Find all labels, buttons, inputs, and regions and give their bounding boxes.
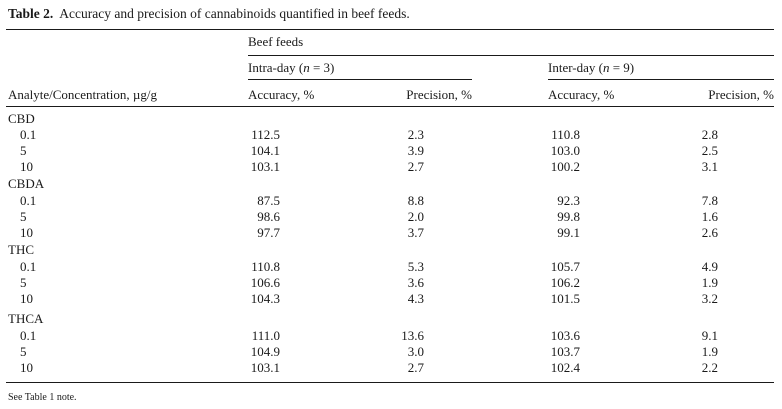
inter-accuracy-cell: 103.0 (550, 143, 580, 158)
inter-accuracy-cell: 99.8 (557, 209, 580, 224)
inter-precision-cell: 7.8 (701, 193, 718, 208)
conc-cell: 10 (20, 225, 33, 240)
inter-day-header: Inter-day (n = 9) (548, 60, 635, 75)
intra-accuracy-cell: 98.6 (257, 209, 280, 224)
conc-cell: 0.1 (20, 127, 37, 142)
intra-day-rule (248, 79, 472, 80)
inter-accuracy-cell: 99.1 (557, 225, 580, 240)
analyte-column-header: Analyte/Concentration, µg/g (8, 87, 158, 102)
intra-accuracy-cell: 110.8 (251, 259, 280, 274)
conc-cell: 5 (20, 275, 27, 290)
beef-feeds-rule (248, 55, 774, 56)
intra-precision-header: Precision, % (406, 87, 472, 102)
intra-precision-cell: 3.0 (407, 344, 424, 359)
top-rule (6, 29, 774, 30)
intra-day-header: Intra-day (n = 3) (248, 60, 335, 75)
intra-accuracy-cell: 103.1 (250, 159, 280, 174)
conc-cell: 0.1 (20, 193, 37, 208)
table-footnote: See Table 1 note. (8, 392, 77, 403)
header-bottom-rule (6, 106, 774, 107)
intra-accuracy-cell: 97.7 (257, 225, 280, 240)
inter-day-rule (548, 79, 774, 80)
intra-precision-cell: 5.3 (407, 259, 424, 274)
beef-feeds-header: Beef feeds (248, 34, 304, 49)
inter-accuracy-cell: 105.7 (550, 259, 580, 274)
intra-precision-cell: 8.8 (407, 193, 424, 208)
conc-cell: 5 (20, 344, 27, 359)
conc-cell: 0.1 (20, 328, 37, 343)
intra-precision-cell: 3.7 (407, 225, 424, 240)
group-label-cbd: CBD (8, 111, 35, 126)
table-caption: Table 2. Accuracy and precision of canna… (8, 6, 410, 22)
bottom-rule (6, 382, 774, 383)
inter-accuracy-cell: 103.7 (550, 344, 580, 359)
group-label-cbda: CBDA (8, 176, 45, 191)
inter-accuracy-header: Accuracy, % (548, 87, 615, 102)
inter-precision-cell: 2.2 (701, 360, 718, 375)
intra-precision-cell: 3.6 (407, 275, 424, 290)
intra-accuracy-cell: 104.3 (250, 291, 280, 306)
conc-cell: 5 (20, 143, 27, 158)
intra-accuracy-cell: 106.6 (250, 275, 280, 290)
intra-accuracy-cell: 103.1 (250, 360, 280, 375)
intra-accuracy-cell: 112.5 (251, 127, 280, 142)
intra-precision-cell: 13.6 (401, 328, 424, 343)
conc-cell: 0.1 (20, 259, 37, 274)
intra-precision-cell: 2.0 (407, 209, 424, 224)
inter-precision-cell: 2.8 (701, 127, 718, 142)
inter-accuracy-cell: 103.6 (550, 328, 580, 343)
intra-accuracy-cell: 111.0 (251, 328, 280, 343)
inter-precision-cell: 9.1 (701, 328, 718, 343)
conc-cell: 10 (20, 159, 33, 174)
inter-accuracy-cell: 100.2 (550, 159, 580, 174)
inter-accuracy-cell: 106.2 (550, 275, 580, 290)
inter-precision-cell: 1.6 (701, 209, 718, 224)
inter-accuracy-cell: 102.4 (550, 360, 580, 375)
intra-precision-cell: 4.3 (407, 291, 424, 306)
intra-accuracy-cell: 104.9 (250, 344, 280, 359)
inter-precision-cell: 3.2 (701, 291, 718, 306)
inter-precision-header: Precision, % (708, 87, 774, 102)
intra-accuracy-cell: 87.5 (257, 193, 280, 208)
intra-accuracy-header: Accuracy, % (248, 87, 315, 102)
intra-precision-cell: 2.7 (407, 360, 424, 375)
inter-precision-cell: 3.1 (701, 159, 718, 174)
inter-accuracy-cell: 110.8 (551, 127, 580, 142)
inter-precision-cell: 4.9 (701, 259, 718, 274)
intra-precision-cell: 3.9 (407, 143, 424, 158)
inter-precision-cell: 2.6 (701, 225, 718, 240)
conc-cell: 10 (20, 291, 33, 306)
inter-precision-cell: 2.5 (701, 143, 718, 158)
inter-precision-cell: 1.9 (701, 344, 718, 359)
inter-accuracy-cell: 92.3 (557, 193, 580, 208)
intra-precision-cell: 2.7 (407, 159, 424, 174)
inter-accuracy-cell: 101.5 (550, 291, 580, 306)
intra-accuracy-cell: 104.1 (250, 143, 280, 158)
intra-precision-cell: 2.3 (407, 127, 424, 142)
group-label-thca: THCA (8, 311, 44, 326)
group-label-thc: THC (8, 242, 34, 257)
table-label: Table 2. (8, 6, 54, 21)
table-title: Accuracy and precision of cannabinoids q… (59, 6, 410, 21)
inter-precision-cell: 1.9 (701, 275, 718, 290)
conc-cell: 10 (20, 360, 33, 375)
conc-cell: 5 (20, 209, 27, 224)
